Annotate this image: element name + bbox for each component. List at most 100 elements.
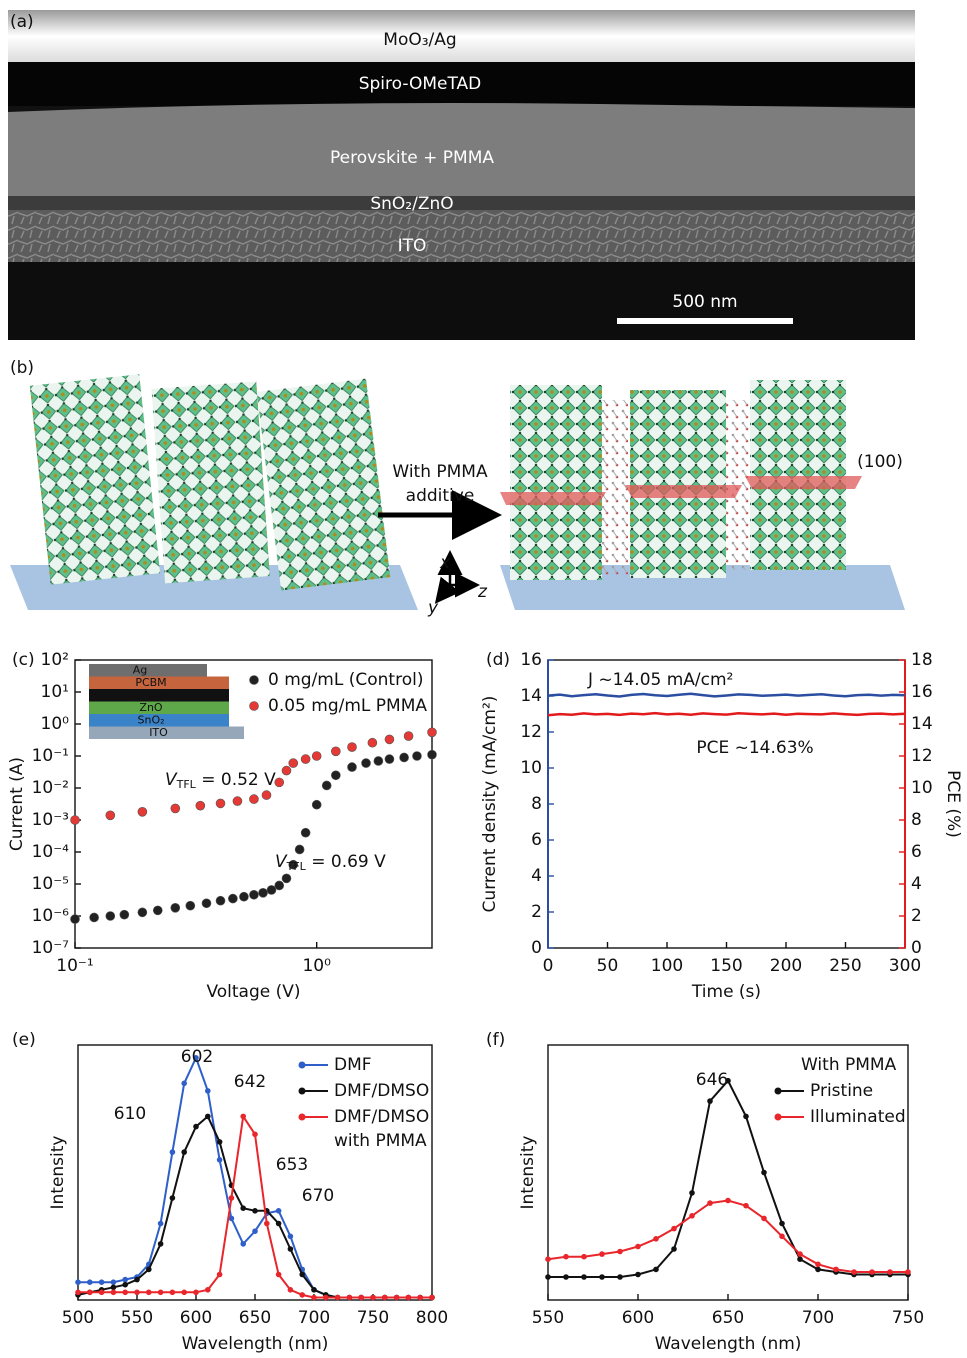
y-tick-label: 10 [520,758,542,778]
x-tick-label: 200 [770,956,802,976]
x-axis-label: Wavelength (nm) [182,1334,329,1354]
inset-layer-label: ITO [149,726,168,739]
legend-marker [299,1114,306,1121]
x-tick-label: 500 [62,1308,94,1328]
annotation: J ~14.05 mA/cm² [587,670,733,690]
data-point [216,896,225,905]
x-tick-label: 700 [802,1308,834,1328]
y-tick-label: 10⁻⁵ [32,874,69,894]
data-point [331,747,340,756]
panel-label: (b) [10,358,34,378]
data-point [239,892,248,901]
data-point [171,903,180,912]
data-point [374,756,383,765]
inset-layer-label: CsPbI₂Br [128,689,175,702]
x-axis-label: Time (s) [691,982,761,1002]
data-point [71,816,80,825]
data-point [412,752,421,761]
data-point [428,750,437,759]
annotation-part: 653 [276,1155,308,1175]
x-tick-label: 50 [597,956,619,976]
y-axis-label: Intensity [518,1136,538,1210]
y2-tick-label: 10 [911,778,933,798]
data-point [262,791,271,800]
legend-label: DMF/DMSO [334,1081,429,1101]
data-point [228,894,237,903]
data-point [301,755,310,764]
data-point [106,811,115,820]
data-point [312,800,321,809]
axis-name: x [439,553,451,573]
chart: (d)0501001502002503000246810121416024681… [480,650,963,1002]
y-tick-label: 10⁰ [41,714,70,734]
data-point [186,901,195,910]
x-axis-label: Voltage (V) [206,982,300,1002]
annotation-part: TFL [286,860,307,873]
annotation-part: 602 [181,1047,213,1067]
x-axis-label: Wavelength (nm) [655,1334,802,1354]
layer-label: SnO₂/ZnO [370,194,453,214]
x-tick-label: 750 [357,1308,389,1328]
legend-marker [250,702,259,711]
y2-tick-label: 12 [911,746,933,766]
x-tick-label: 600 [180,1308,212,1328]
data-point [275,881,284,890]
y-tick-label: 4 [531,866,542,886]
x-tick-label: 10⁻¹ [56,956,93,976]
layer-label: Spiro-OMeTAD [359,74,482,94]
x-tick-label: 550 [532,1308,564,1328]
layer-label: Perovskite + PMMA [330,148,494,168]
y2-tick-label: 6 [911,842,922,862]
data-point [400,753,409,762]
y-tick-label: 10⁻³ [32,810,69,830]
data-point [249,795,258,804]
data-point [331,771,340,780]
data-point [282,874,291,883]
legend-marker [250,676,259,685]
axis-name: z [477,582,488,602]
inset-layer-label: PCBM [135,676,166,689]
arrow-label: With PMMA [392,462,488,482]
data-point [348,743,357,752]
inset-layer [89,664,207,677]
plot-frame [548,660,905,948]
legend-label: Pristine [810,1081,873,1101]
y-tick-label: 10⁻¹ [32,746,69,766]
data-point [404,732,413,741]
y-tick-label: 10⁻² [32,778,69,798]
annotation-part: 642 [234,1072,266,1092]
y2-tick-label: 8 [911,810,922,830]
y-tick-label: 14 [520,686,542,706]
annotation-part: 646 [696,1070,728,1090]
data-point [282,766,291,775]
y-axis-label: Intensity [48,1136,68,1210]
data-point [106,912,115,921]
x-tick-label: 150 [710,956,742,976]
data-point [348,763,357,772]
data-point [233,797,242,806]
annotation-part: 610 [114,1104,146,1124]
data-point [301,828,310,837]
data-point [153,906,162,915]
y2-tick-label: 2 [911,906,922,926]
annotation-part: = 0.69 V [306,852,386,872]
annotation: 602 [181,1047,213,1067]
x-tick-label: 550 [121,1308,153,1328]
y-tick-label: 16 [520,650,542,670]
legend-marker [775,1114,782,1121]
panel-label: (d) [486,650,510,670]
legend-label: DMF [334,1055,372,1075]
panel-label: (c) [12,650,35,670]
y-tick-label: 10⁻⁶ [32,906,70,926]
y2-axis-label: PCE (%) [943,770,963,838]
data-point [322,781,331,790]
data-point [385,755,394,764]
inset-layer-label: SnO₂ [137,714,164,727]
y-tick-label: 12 [520,722,542,742]
annotation: VTFL = 0.69 V [275,852,386,873]
annotation: VTFL = 0.52 V [165,770,276,791]
data-point [249,890,258,899]
data-point [196,801,205,810]
